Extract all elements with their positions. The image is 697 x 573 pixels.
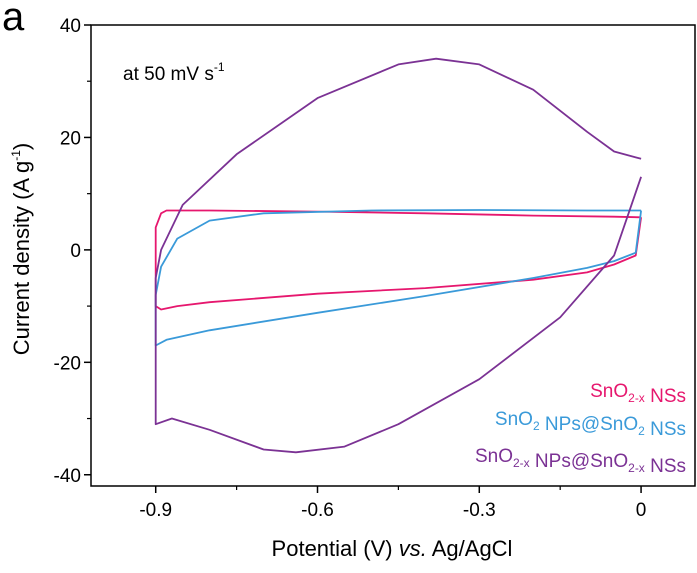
legend-entry-1: SnO2-x NSs: [590, 381, 686, 407]
x-axis-title-main: Potential (V): [272, 536, 399, 561]
legend-entry-3: SnO2-x NPs@SnO2-x NSs: [475, 446, 686, 477]
y-axis-title-end: ): [9, 143, 34, 150]
panel-label: a: [2, 0, 25, 39]
x-tick-label: -0.6: [301, 500, 334, 521]
y-tick-label: -40: [54, 466, 81, 487]
x-axis-title-rest: Ag/AgCl: [427, 536, 513, 561]
x-tick-label: 0: [636, 500, 647, 521]
y-tick-label: 20: [60, 128, 81, 149]
y-tick-label: 0: [70, 241, 81, 262]
plot-area: [154, 57, 642, 454]
x-tick-label: -0.3: [463, 500, 496, 521]
scan-rate-annotation: at 50 mV s-1: [123, 60, 225, 85]
x-axis-title: Potential (V) vs. Ag/AgCl: [272, 536, 513, 561]
y-tick-label: 40: [60, 16, 81, 37]
y-axis-title: Current density (A g-1): [9, 143, 34, 355]
series-line-3: [154, 57, 642, 454]
chart-text: a at 50 mV s-1 Potential (V) vs. Ag/AgCl…: [2, 0, 512, 561]
axes: -0.9 -0.6 -0.3 0 -40 -20 0 20 40: [54, 16, 696, 521]
x-tick-label: -0.9: [139, 500, 172, 521]
series-line-1: [154, 209, 642, 311]
x-axis-title-italic: vs.: [399, 536, 427, 561]
legend-entry-2: SnO2 NPs@SnO2 NSs: [495, 409, 686, 440]
y-axis-title-main: Current density (A g: [9, 161, 34, 355]
plot-frame: [90, 24, 696, 487]
scan-rate-sup: -1: [214, 60, 225, 74]
series-line-2: [154, 209, 642, 347]
y-tick-label: -20: [54, 353, 81, 374]
y-axis-title-sup: -1: [9, 150, 23, 161]
scan-rate-text: at 50 mV s: [123, 64, 214, 85]
